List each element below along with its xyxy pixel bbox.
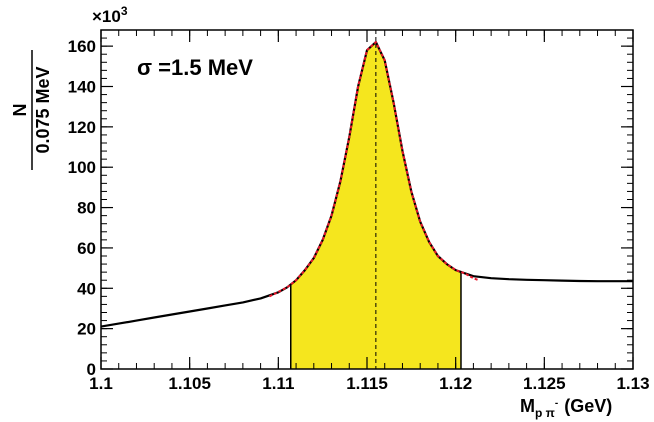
y-tick-label: 160 (68, 37, 96, 56)
y-tick-label: 100 (68, 158, 96, 177)
x-axis-title-superscript: - (555, 398, 558, 409)
x-tick-label: 1.115 (346, 374, 388, 393)
x-axis-title-unit: (GeV) (564, 396, 612, 416)
y-tick-label: 0 (87, 360, 96, 379)
y-axis-title: N 0.075 MeV (10, 50, 53, 170)
x-tick-label: 1.11 (262, 374, 294, 393)
x-tick-label: 1.125 (523, 374, 566, 393)
x-axis-title: Mp π- (GeV) (520, 396, 612, 420)
y-exponent-base: ×10 (92, 7, 121, 26)
y-tick-label: 40 (77, 279, 96, 298)
fit-curve (269, 41, 480, 298)
sigma-annotation: σ =1.5 MeV (137, 55, 253, 80)
x-tick-label: 1.13 (616, 374, 649, 393)
y-tick-label: 20 (77, 320, 96, 339)
x-tick-label: 1.12 (439, 374, 472, 393)
axis-ticks: 1.1 1.105 1.11 1.115 1.12 1.125 1.13 0 20 40 60 80 1… (68, 29, 650, 393)
x-axis-title-prefix: M (520, 396, 535, 416)
y-axis-title-denominator: 0.075 MeV (33, 66, 53, 153)
y-tick-label: 80 (77, 199, 96, 218)
y-tick-label: 120 (68, 118, 96, 137)
y-exponent-power: 3 (121, 4, 128, 18)
x-tick-label: 1.1 (89, 374, 113, 393)
x-tick-label: 1.105 (168, 374, 211, 393)
y-tick-label: 140 (68, 78, 96, 97)
y-axis-title-numerator: N (10, 104, 30, 117)
y-exponent-label: ×103 (92, 4, 128, 26)
x-axis-title-subscript: p π (535, 406, 555, 420)
series-group (100, 41, 633, 328)
y-tick-label: 60 (77, 239, 96, 258)
